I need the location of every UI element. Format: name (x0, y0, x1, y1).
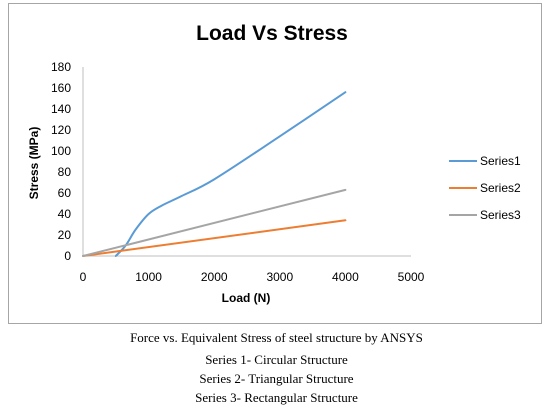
series-line-series2 (82, 219, 347, 257)
series-line-series3 (82, 188, 347, 257)
x-tick-label: 5000 (398, 270, 425, 284)
legend-label-series2: Series2 (480, 181, 521, 195)
chart-frame (8, 3, 542, 324)
x-tick-label: 2000 (201, 270, 228, 284)
y-tick-label: 20 (58, 228, 72, 242)
y-tick-label: 0 (64, 249, 71, 263)
figure-caption-line-4: Series 3- Rectangular Structure (195, 390, 358, 405)
x-tick-label: 4000 (332, 270, 359, 284)
y-tick-label: 100 (51, 144, 71, 158)
figure-caption-line-1: Force vs. Equivalent Stress of steel str… (130, 330, 423, 345)
load-stress-chart: Load Vs Stress Load (N) Stress (MPa) 0 20… (27, 22, 521, 305)
y-tick-label: 80 (58, 165, 72, 179)
y-tick-label: 120 (51, 123, 71, 137)
y-tick-label: 140 (51, 102, 71, 116)
y-tick-label: 40 (58, 207, 72, 221)
y-tick-label: 160 (51, 81, 71, 95)
y-tick-label: 60 (58, 186, 72, 200)
series-line-series1 (114, 91, 347, 257)
legend-label-series3: Series3 (480, 208, 521, 222)
x-axis-label: Load (N) (222, 291, 271, 305)
legend-label-series1: Series1 (480, 154, 521, 168)
y-axis-label: Stress (MPa) (27, 127, 41, 200)
figure-caption-line-2: Series 1- Circular Structure (205, 352, 348, 367)
x-tick-label: 3000 (266, 270, 293, 284)
chart-title: Load Vs Stress (196, 22, 348, 45)
figure-caption-line-3: Series 2- Triangular Structure (199, 371, 354, 386)
y-tick-label: 180 (51, 60, 71, 74)
x-tick-label: 1000 (135, 270, 162, 284)
x-tick-label: 0 (80, 270, 87, 284)
